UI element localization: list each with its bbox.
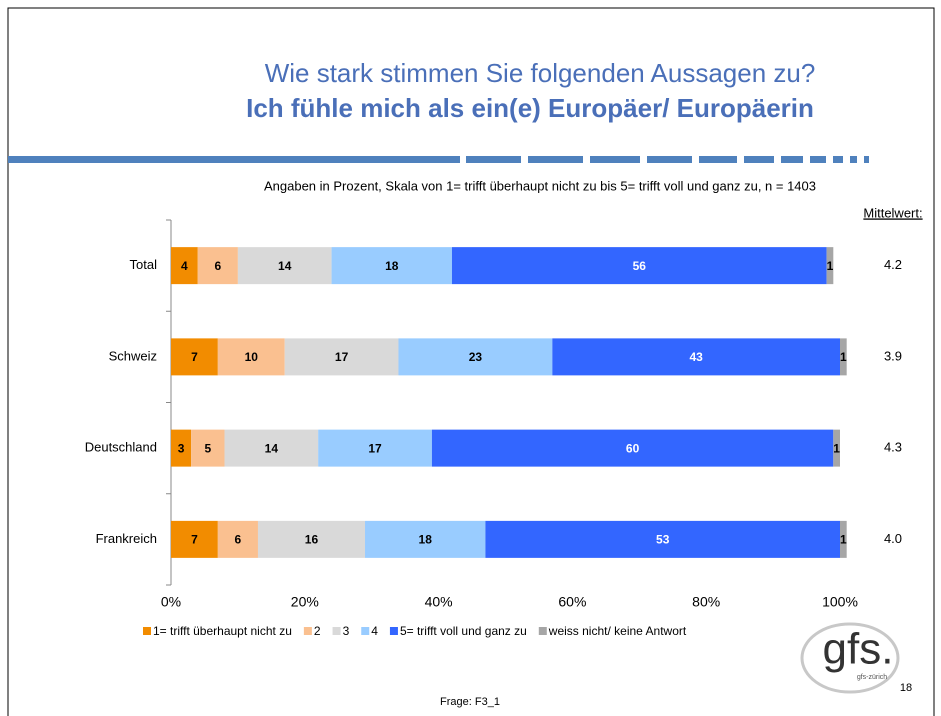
- x-tick-label: 60%: [558, 594, 586, 610]
- data-label: 7: [191, 350, 198, 364]
- bar-segment: [237, 247, 332, 285]
- bar-segment: [217, 338, 285, 376]
- x-tick-label: 80%: [692, 594, 720, 610]
- bar-segment: [171, 247, 198, 285]
- rule-dash: [590, 156, 640, 163]
- bar-segment: [318, 429, 432, 467]
- logo-text: gfs.: [823, 625, 894, 674]
- bar-segment: [840, 520, 847, 558]
- bar-segment: [398, 338, 553, 376]
- data-label: 18: [385, 259, 399, 273]
- data-label: 17: [335, 350, 349, 364]
- data-label: 14: [278, 259, 292, 273]
- logo-ring: [800, 622, 900, 694]
- rule-dash: [699, 156, 737, 163]
- legend-swatch: [538, 627, 547, 635]
- data-label: 1: [827, 259, 834, 273]
- bar-segment: [840, 338, 847, 376]
- logo-sub: gfs-zürich: [857, 674, 887, 681]
- rule-bar: [8, 156, 460, 163]
- rule-dash: [833, 156, 843, 163]
- data-label: 56: [633, 259, 647, 273]
- legend-swatch: [303, 627, 312, 635]
- rule-dash: [810, 156, 826, 163]
- chart-title: Wie stark stimmen Sie folgenden Aussagen…: [265, 58, 816, 88]
- rule-dash: [850, 156, 857, 163]
- x-tick-label: 0%: [161, 594, 181, 610]
- data-label: 5: [204, 441, 211, 455]
- rule-dash: [647, 156, 692, 163]
- legend-label: 2: [314, 624, 321, 638]
- legend-swatch: [143, 627, 151, 635]
- mean-value: 4.2: [884, 257, 902, 272]
- bar-segment: [217, 520, 258, 558]
- slide-border: [7, 7, 935, 716]
- x-tick-label: 20%: [291, 594, 319, 610]
- bar-segment: [191, 429, 225, 467]
- data-label: 43: [689, 350, 703, 364]
- legend-label: 4: [371, 624, 378, 638]
- bar-segment: [833, 429, 840, 467]
- data-label: 23: [469, 350, 483, 364]
- x-tick-label: 40%: [425, 594, 453, 610]
- data-label: 53: [656, 533, 670, 547]
- bar-segment: [451, 247, 827, 285]
- rule-dash: [528, 156, 583, 163]
- mean-value: 4.0: [884, 531, 902, 546]
- rule-dash: [466, 156, 521, 163]
- category-label: Total: [130, 257, 158, 272]
- bar-segment: [284, 338, 399, 376]
- bar-segment: [431, 429, 834, 467]
- category-label: Frankreich: [96, 531, 157, 546]
- legend-label: 3: [343, 624, 350, 638]
- data-label: 6: [235, 533, 242, 547]
- legend-label: 5= trifft voll und ganz zu: [400, 624, 527, 638]
- note: Angaben in Prozent, Skala von 1= trifft …: [264, 178, 816, 193]
- rule-dash: [744, 156, 774, 163]
- data-label: 16: [305, 533, 319, 547]
- bar-segment: [485, 520, 840, 558]
- footer: Frage: F3_1: [440, 696, 500, 708]
- x-tick-label: 100%: [822, 594, 858, 610]
- legend-swatch: [361, 627, 370, 635]
- data-label: 4: [181, 259, 188, 273]
- data-label: 18: [419, 533, 433, 547]
- data-label: 1: [833, 441, 840, 455]
- mean-value: 4.3: [884, 440, 902, 455]
- data-label: 3: [178, 441, 185, 455]
- mean-value: 3.9: [884, 348, 902, 363]
- legend-label: 1= trifft überhaupt nicht zu: [153, 624, 292, 638]
- page-number: 18: [900, 682, 912, 694]
- bar-segment: [331, 247, 452, 285]
- category-label: Deutschland: [85, 440, 157, 455]
- legend-label: weiss nicht/ keine Antwort: [548, 624, 687, 638]
- bar-segment: [826, 247, 834, 285]
- bar-segment: [197, 247, 238, 285]
- data-label: 1: [840, 533, 847, 547]
- rule-dash: [864, 156, 869, 163]
- legend-swatch: [389, 627, 398, 635]
- rule-dash: [781, 156, 803, 163]
- data-label: 60: [626, 441, 640, 455]
- data-label: 14: [265, 441, 279, 455]
- bar-segment: [171, 429, 192, 467]
- logo: gfs. gfs-zürich: [800, 622, 900, 694]
- chart-subtitle: Ich fühle mich als ein(e) Europäer/ Euro…: [246, 93, 814, 123]
- bar-segment: [224, 429, 319, 467]
- mean-header: Mittelwert:: [863, 205, 922, 220]
- header-rule: [8, 156, 869, 163]
- legend-swatch: [332, 627, 341, 635]
- bar-segment: [365, 520, 486, 558]
- data-label: 6: [214, 259, 221, 273]
- category-label: Schweiz: [109, 348, 157, 363]
- data-label: 17: [368, 441, 382, 455]
- data-label: 10: [245, 350, 259, 364]
- bar-segment: [552, 338, 840, 376]
- bar-segment: [171, 520, 218, 558]
- bar-segment: [171, 338, 218, 376]
- data-label: 1: [840, 350, 847, 364]
- bar-segment: [257, 520, 366, 558]
- data-label: 7: [191, 533, 198, 547]
